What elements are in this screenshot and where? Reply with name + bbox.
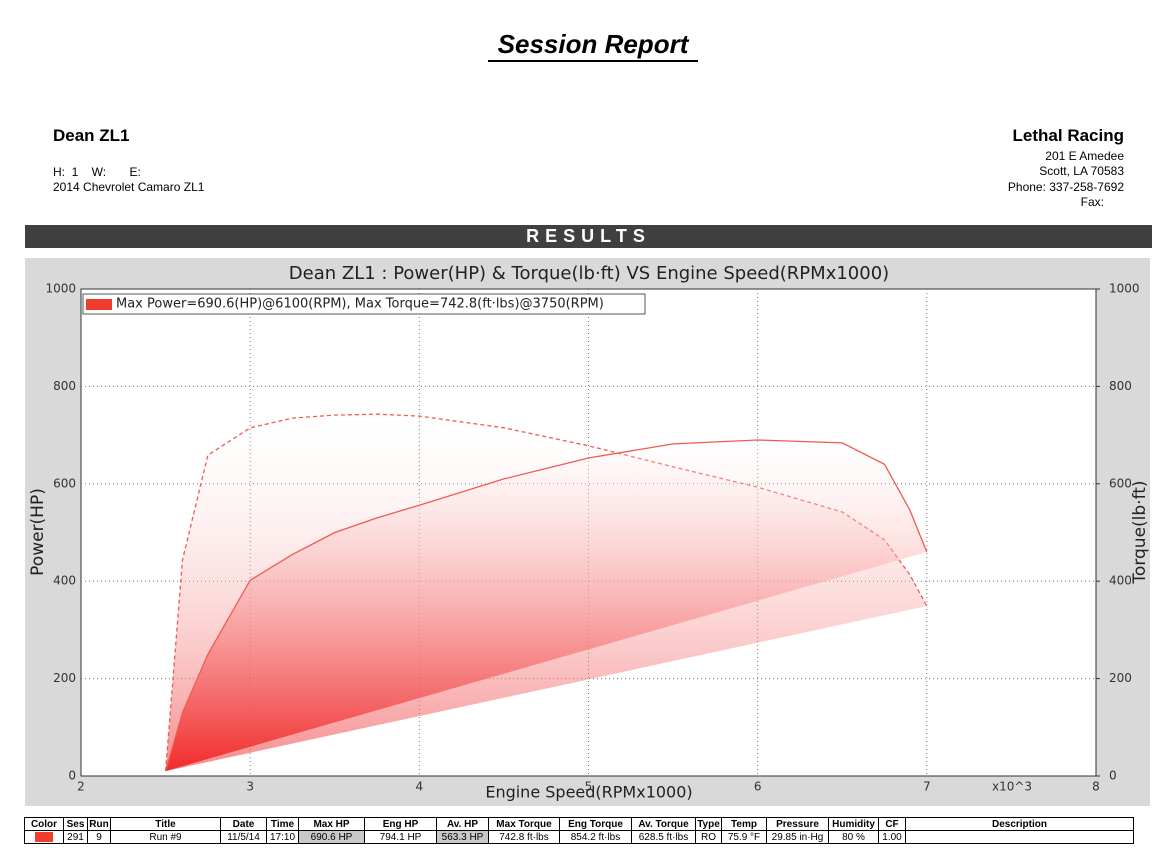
x-unit-label: x10^3 — [992, 780, 1032, 794]
table-row: 291 9 Run #9 11/5/14 17:10 690.6 HP 794.1 HP 56… — [24, 830, 1134, 844]
shop-phone: Phone: 337-258-7692 — [1007, 180, 1124, 194]
table-cell: 29.85 in·Hg — [766, 830, 829, 844]
vehicle-name: Dean ZL1 — [53, 126, 130, 145]
color-swatch — [35, 832, 53, 842]
table-header: Max Torque — [488, 817, 560, 831]
table-cell: 854.2 ft·lbs — [559, 830, 632, 844]
table-cell: RO — [695, 830, 722, 844]
table-header: Date — [220, 817, 267, 831]
vehicle-info: H: 1 W: E: — [53, 165, 141, 179]
y-tick-label: 600 — [53, 476, 76, 490]
table-header: Time — [266, 817, 299, 831]
table-header: Eng HP — [364, 817, 437, 831]
y-tick-label: 200 — [53, 671, 76, 685]
shop-city: Scott, LA 70583 — [1039, 164, 1124, 178]
x-tick-label: 2 — [77, 780, 85, 794]
x-tick-label: 7 — [923, 780, 931, 794]
shop-address: 201 E Amedee — [1045, 149, 1124, 163]
report-title-text: Session Report — [487, 28, 699, 62]
legend-label: Max Power=690.6(HP)@6100(RPM), Max Torqu… — [116, 297, 604, 312]
table-header: CF — [878, 817, 906, 831]
table-cell: 17:10 — [266, 830, 299, 844]
y2-axis-label: Torque(lb·ft) — [1130, 480, 1150, 584]
y2-tick-label: 600 — [1109, 476, 1132, 490]
chart-title: Dean ZL1 : Power(HP) & Torque(lb·ft) VS … — [289, 263, 889, 284]
table-header: Av. HP — [436, 817, 489, 831]
table-cell: 9 — [87, 830, 111, 844]
table-header: Color — [24, 817, 64, 831]
table-cell: 690.6 HP — [298, 830, 365, 844]
y2-tick-label: 200 — [1109, 671, 1132, 685]
results-table: Color Ses Run Title Date Time Max HP Eng HP Av. … — [24, 817, 1134, 844]
table-cell: 628.5 ft·lbs — [631, 830, 696, 844]
table-cell: 291 — [63, 830, 88, 844]
vehicle-model: 2014 Chevrolet Camaro ZL1 — [53, 180, 205, 194]
table-header: Description — [905, 817, 1134, 831]
x-tick-label: 4 — [416, 780, 424, 794]
table-body: 291 9 Run #9 11/5/14 17:10 690.6 HP 794.1 HP 56… — [24, 830, 1134, 844]
area-fill — [165, 440, 927, 772]
y-tick-label: 1000 — [45, 282, 76, 296]
table-cell: 11/5/14 — [220, 830, 267, 844]
y-axis-label: Power(HP) — [28, 488, 48, 576]
table-header: Title — [110, 817, 221, 831]
x-tick-label: 3 — [246, 780, 254, 794]
legend-box — [82, 293, 646, 315]
y2-tick-label: 400 — [1109, 574, 1132, 588]
results-bar: RESULTS — [25, 225, 1152, 248]
table-cell: Run #9 — [110, 830, 221, 844]
x-tick-label: 8 — [1092, 780, 1100, 794]
table-cell: 75.9 °F — [721, 830, 767, 844]
table-header: Run — [87, 817, 111, 831]
table-cell: 742.8 ft·lbs — [488, 830, 560, 844]
x-tick-label: 6 — [754, 780, 762, 794]
power-line — [164, 439, 928, 772]
table-header-row: Color Ses Run Title Date Time Max HP Eng HP Av. … — [24, 817, 1134, 831]
y-tick-label: 800 — [53, 379, 76, 393]
description-cell — [905, 830, 1134, 844]
color-cell — [24, 830, 64, 844]
shop-name: Lethal Racing — [1012, 126, 1124, 145]
chart: Dean ZL1 : Power(HP) & Torque(lb·ft) VS … — [25, 258, 1150, 806]
legend: Max Power=690.6(HP)@6100(RPM), Max Torqu… — [82, 293, 646, 315]
table-header: Pressure — [766, 817, 829, 831]
shop-fax: Fax: — [1080, 195, 1104, 209]
legend-swatch — [86, 299, 112, 310]
report-title: Session Report — [0, 28, 1176, 62]
table-cell: 794.1 HP — [364, 830, 437, 844]
table-cell: 1.00 — [878, 830, 906, 844]
table-header: Eng Torque — [559, 817, 632, 831]
y2-tick-label: 800 — [1109, 379, 1132, 393]
table-cell: 80 % — [828, 830, 879, 844]
y2-tick-label: 0 — [1109, 769, 1117, 783]
table-header: Max HP — [298, 817, 365, 831]
x-tick-label: 5 — [585, 780, 593, 794]
table-header: Temp — [721, 817, 767, 831]
table-header: Ses — [63, 817, 88, 831]
y-tick-label: 400 — [53, 574, 76, 588]
table-header: Type — [695, 817, 722, 831]
torque-line — [164, 413, 928, 772]
x-axis-label: Engine Speed(RPMx1000) — [485, 783, 692, 802]
y-tick-label: 0 — [68, 769, 76, 783]
table-header: Av. Torque — [631, 817, 696, 831]
table-header: Humidity — [828, 817, 879, 831]
y2-tick-label: 1000 — [1109, 282, 1140, 296]
table-cell: 563.3 HP — [436, 830, 489, 844]
